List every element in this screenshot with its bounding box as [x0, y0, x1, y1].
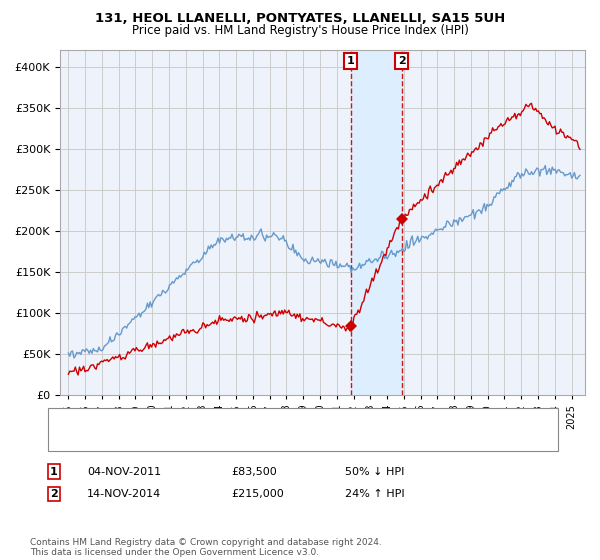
Text: 2: 2	[50, 489, 58, 499]
Text: £83,500: £83,500	[231, 466, 277, 477]
Text: ——: ——	[57, 410, 85, 424]
Text: £215,000: £215,000	[231, 489, 284, 499]
Text: 24% ↑ HPI: 24% ↑ HPI	[345, 489, 404, 499]
Text: 1: 1	[50, 466, 58, 477]
Text: 14-NOV-2014: 14-NOV-2014	[87, 489, 161, 499]
Text: 131, HEOL LLANELLI, PONTYATES, LLANELLI, SA15 5UH (detached house): 131, HEOL LLANELLI, PONTYATES, LLANELLI,…	[87, 412, 467, 422]
Text: HPI: Average price, detached house, Carmarthenshire: HPI: Average price, detached house, Carm…	[87, 435, 368, 445]
Text: Price paid vs. HM Land Registry's House Price Index (HPI): Price paid vs. HM Land Registry's House …	[131, 24, 469, 36]
Text: 2: 2	[398, 56, 406, 66]
Text: 1: 1	[347, 56, 355, 66]
Text: Contains HM Land Registry data © Crown copyright and database right 2024.
This d: Contains HM Land Registry data © Crown c…	[30, 538, 382, 557]
Text: 04-NOV-2011: 04-NOV-2011	[87, 466, 161, 477]
Text: 131, HEOL LLANELLI, PONTYATES, LLANELLI, SA15 5UH: 131, HEOL LLANELLI, PONTYATES, LLANELLI,…	[95, 12, 505, 25]
Text: 50% ↓ HPI: 50% ↓ HPI	[345, 466, 404, 477]
Text: ——: ——	[57, 432, 85, 447]
Bar	[351, 50, 401, 395]
